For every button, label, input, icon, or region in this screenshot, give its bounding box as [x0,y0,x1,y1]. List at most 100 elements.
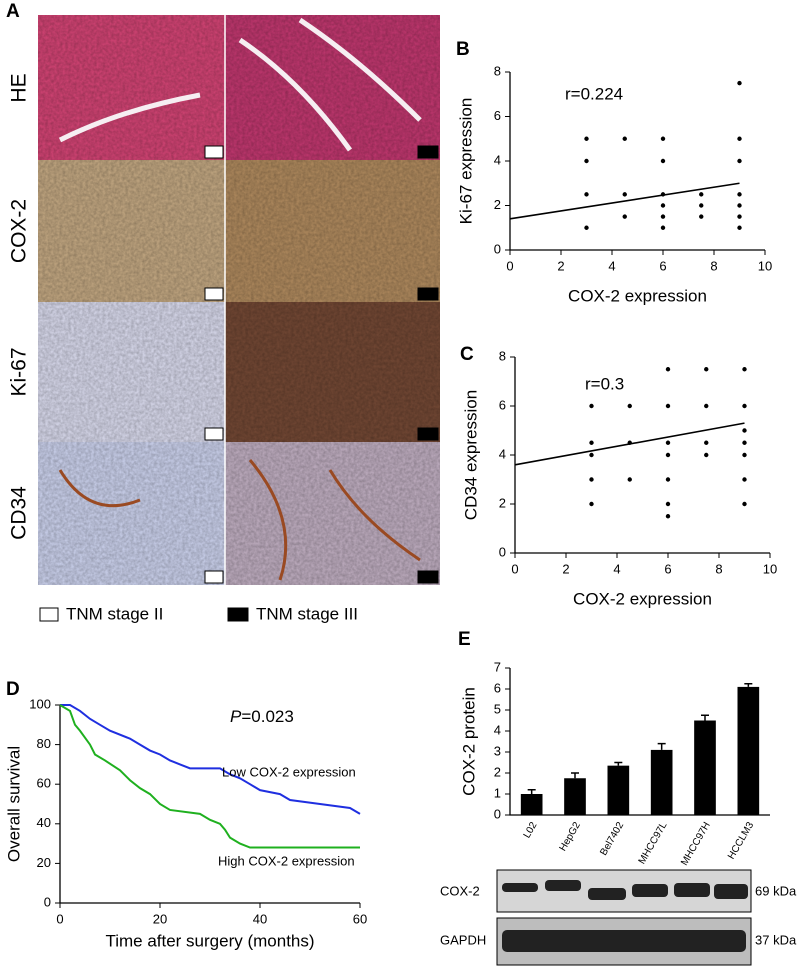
y-tick-label: 4 [499,446,506,461]
bar [607,765,630,815]
y-tick-label: 5 [494,701,501,716]
row-label: Ki-67 [8,347,31,396]
legend-label: TNM stage III [256,604,358,623]
point [665,440,671,445]
point [665,403,671,409]
point [660,136,666,141]
point [584,192,589,197]
point [660,225,666,230]
x-tick-label: 2 [557,258,564,273]
point [660,214,666,219]
y-tick-label: 0 [494,241,501,256]
x-tick-label: MHCC97L [637,820,670,866]
y-tick-label: 4 [494,152,501,167]
row-label: CD34 [8,486,31,540]
annotation: r=0.3 [585,374,624,393]
y-tick-label: 6 [499,397,506,412]
point [742,440,747,445]
point [704,403,709,409]
point [627,403,632,409]
point [742,428,747,433]
point [665,514,671,519]
y-axis-label: COX-2 protein [459,687,478,796]
blot-label: GAPDH [440,932,486,947]
x-axis-label: Time after surgery (months) [105,931,314,950]
x-tick-label: HCCLM3 [726,820,756,861]
point [737,225,742,230]
x-tick-label: 6 [664,561,671,576]
blot-label: COX-2 [440,883,480,898]
error-bar [571,772,579,779]
point [742,501,747,507]
blot-size: 69 kDa [755,883,797,898]
x-tick-label: L02 [522,820,540,840]
y-axis-label: CD34 expression [461,390,480,520]
error-bar [701,714,709,721]
point [589,403,594,409]
y-tick-label: 6 [494,108,501,123]
point [737,192,742,197]
point [737,214,742,219]
x-tick-label: 60 [353,911,367,926]
panel-label: C [460,344,474,365]
x-tick-label: 40 [253,911,267,926]
blot-size: 37 kDa [755,932,797,947]
point [584,158,589,164]
point [737,80,742,86]
bar [650,749,673,815]
bar [520,794,543,815]
x-tick-label: 4 [608,258,615,273]
point [699,203,704,208]
x-tick-label: 10 [758,258,772,273]
point [742,477,747,482]
point [699,192,704,197]
y-tick-label: 80 [37,736,51,751]
error-bar [657,742,666,750]
point [665,367,671,372]
y-tick-label: 0 [494,806,501,821]
x-tick-label: MHCC97H [679,820,713,867]
point [622,214,627,219]
y-tick-label: 8 [499,348,506,363]
x-tick-label: 2 [562,561,569,576]
row-label: COX-2 [8,199,31,263]
x-tick-label: 8 [710,258,717,273]
x-axis-label: COX-2 expression [568,286,707,305]
point [742,403,747,409]
x-tick-label: 10 [763,561,777,576]
point [704,452,709,458]
y-tick-label: 8 [494,63,501,78]
point [589,477,594,482]
y-tick-label: 2 [499,495,506,510]
series-label: High COX-2 expression [218,853,355,868]
fit-line [509,182,740,220]
point [665,501,671,507]
x-tick-label: 4 [613,561,620,576]
legend-label: TNM stage II [66,604,163,623]
axis [514,357,770,554]
y-tick-label: 0 [44,894,51,909]
point [627,477,632,482]
y-tick-label: 6 [494,680,501,695]
x-tick-label: 0 [506,258,513,273]
series-label: Low COX-2 expression [222,764,356,779]
western-blot: COX-2 GAPDH 69 kDa 37 kDa [440,869,797,966]
point [742,367,747,372]
y-tick-label: 60 [37,776,51,791]
point [699,214,704,219]
point [737,136,742,141]
panel-label: A [6,1,20,22]
bar [737,686,760,815]
y-tick-label: 2 [494,197,501,212]
point [737,158,742,164]
point [584,136,589,141]
error-bar [744,683,753,687]
point [704,367,709,372]
error-bar [614,761,623,766]
point [665,452,671,458]
x-tick-label: HepG2 [558,820,584,853]
x-tick-label: Bel7402 [598,820,626,858]
survival-curve [60,704,361,815]
y-tick-label: 2 [494,764,501,779]
